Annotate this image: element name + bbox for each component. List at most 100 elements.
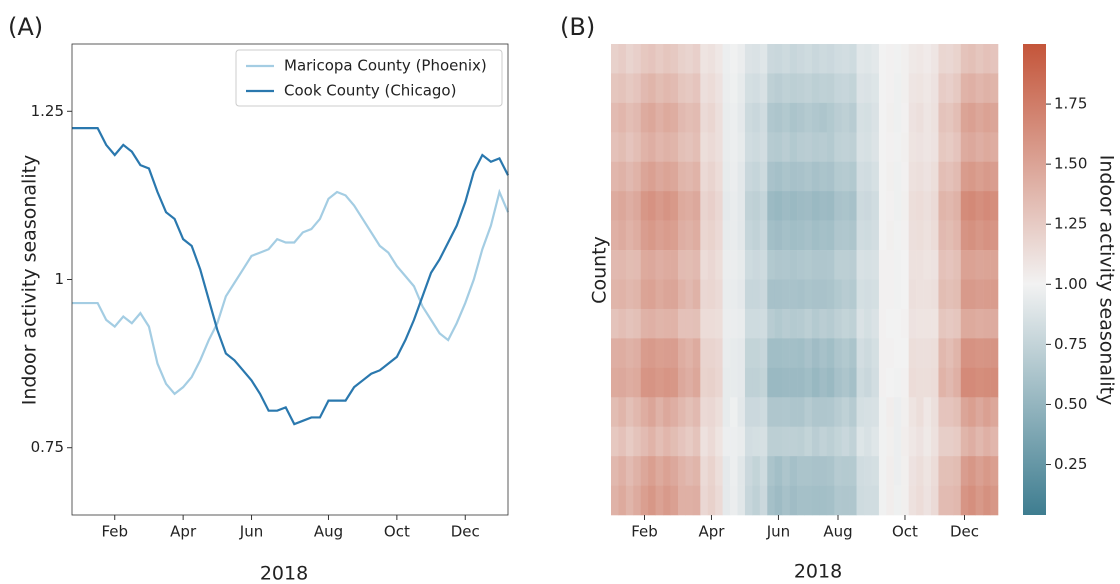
heatmap-cell [856,191,865,221]
heatmap-cell [611,191,619,221]
heatmap-cell [901,338,909,369]
heatmap-cell [819,456,828,486]
heatmap-cell [700,250,709,280]
heatmap-cell [968,161,976,192]
heatmap-cell [655,397,664,427]
heatmap-cell [923,279,932,310]
heatmap-cell [700,191,709,221]
heatmap-cell [648,338,656,369]
heatmap-cell [856,485,865,516]
heatmap-cell [923,132,932,163]
heatmap-cell [737,456,746,486]
heatmap-cell [752,456,761,486]
heatmap-cell [960,44,969,74]
heatmap-cell [893,44,902,74]
heatmap-cell [640,250,649,280]
heatmap-cell [715,338,723,369]
heatmap-cell [893,367,902,398]
heatmap-cell [677,191,686,221]
heatmap-cell [633,456,642,486]
heatmap-cell [908,367,917,398]
heatmap-cell [938,73,947,104]
heatmap-cell [767,426,776,457]
heatmap-cell [640,308,649,339]
heatmap-cell [804,367,813,398]
heatmap-cell [804,102,813,133]
heatmap-cell [625,338,634,369]
heatmap-cell [670,191,679,221]
heatmap-cell [938,397,947,427]
heatmap-cell [611,250,619,280]
heatmap-cell [878,485,887,516]
heatmap-cell [611,456,619,486]
heatmap-cell [990,220,999,251]
heatmap-cell [916,220,924,251]
heatmap-cell [633,485,642,516]
heatmap-cell [618,338,627,369]
heatmap-cell [938,44,947,74]
heatmap-cell [625,279,634,310]
heatmap-cell [826,279,835,310]
heatmap-cell [767,102,776,133]
heatmap-cell [685,220,694,251]
y-tick-label: 0.75 [31,438,64,456]
heatmap-cell [611,426,619,457]
heatmap-cell [715,73,723,104]
heatmap-cell [722,485,731,516]
heatmap-cell [983,397,991,427]
heatmap-cell [767,132,776,163]
heatmap-cell [707,250,716,280]
heatmap-cell [811,279,820,310]
heatmap-cell [826,338,835,369]
heatmap-cell [715,308,723,339]
heatmap-cell [648,73,656,104]
heatmap-cell [968,102,976,133]
colorbar-tick-label: 1.25 [1054,215,1087,233]
heatmap-cell [782,102,790,133]
heatmap-cell [715,132,723,163]
heatmap-cell [826,250,835,280]
heatmap-cell [789,397,798,427]
heatmap-cell [834,44,843,74]
heatmap-cell [923,367,932,398]
heatmap-cell [908,73,917,104]
heatmap-cell [826,220,835,251]
heatmap-cell [611,485,619,516]
heatmap-cell [901,426,909,457]
heatmap-cell [864,73,872,104]
heatmap-cell [886,338,895,369]
heatmap-cell [864,279,872,310]
heatmap-cell [618,250,627,280]
heatmap-cell [856,220,865,251]
heatmap-cell [886,220,895,251]
x-tick-label: Oct [892,523,918,541]
heatmap-cell [797,367,805,398]
heatmap-cell [975,250,984,280]
heatmap-cell [901,250,909,280]
heatmap-cell [677,73,686,104]
heatmap-cell [945,485,954,516]
heatmap-cell [901,44,909,74]
heatmap-cell [670,397,679,427]
heatmap-cell [878,73,887,104]
heatmap-cell [931,456,939,486]
heatmap-cell [782,367,790,398]
heatmap-cell [878,102,887,133]
heatmap-cell [819,250,828,280]
heatmap-cell [908,308,917,339]
x-tick-label: Apr [170,523,197,541]
heatmap-cell [737,73,746,104]
heatmap-cell [692,250,701,280]
y-tick-label: 1.25 [31,102,64,120]
heatmap-cell [685,161,694,192]
heatmap-cell [826,73,835,104]
heatmap-cell [625,397,634,427]
heatmap-cell [737,279,746,310]
heatmap-cell [871,44,880,74]
heatmap-cell [774,426,783,457]
heatmap-cell [856,44,865,74]
heatmap-cell [849,73,857,104]
heatmap-cell [670,485,679,516]
heatmap-cell [811,191,820,221]
